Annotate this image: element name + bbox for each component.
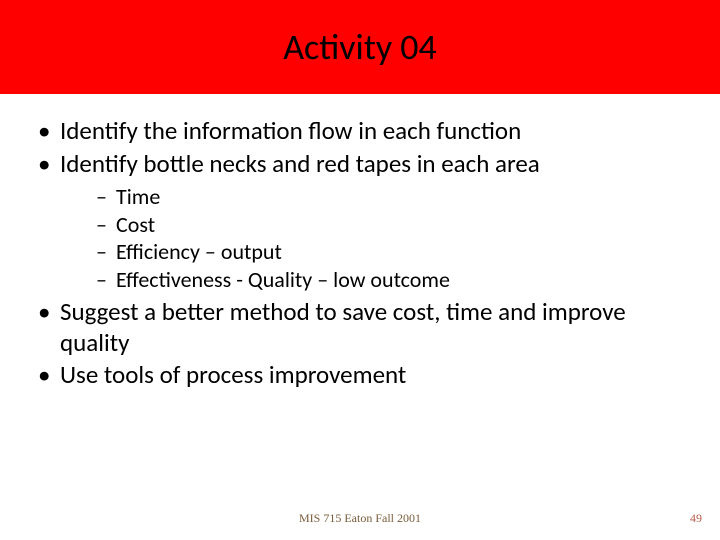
sub-bullet-item: Effectiveness - Quality – low outcome	[96, 266, 700, 294]
slide-title: Activity 04	[283, 25, 437, 69]
footer-text: MIS 715 Eaton Fall 2001	[0, 511, 720, 526]
slide-body: Identify the information flow in each fu…	[20, 116, 700, 393]
bullet-list: Identify the information flow in each fu…	[20, 116, 700, 391]
slide: Activity 04 Identify the information flo…	[0, 0, 720, 540]
bullet-item: Suggest a better method to save cost, ti…	[38, 297, 700, 358]
bullet-text: Identify bottle necks and red tapes in e…	[60, 148, 540, 179]
bullet-item: Identify the information flow in each fu…	[38, 116, 700, 147]
page-number: 49	[690, 511, 702, 526]
title-bar: Activity 04	[0, 0, 720, 94]
sub-bullet-item: Cost	[96, 211, 700, 239]
sub-bullet-item: Efficiency – output	[96, 238, 700, 266]
bullet-item: Use tools of process improvement	[38, 360, 700, 391]
sub-bullet-list: Time Cost Efficiency – output Effectiven…	[60, 183, 700, 293]
bullet-item: Identify bottle necks and red tapes in e…	[38, 149, 700, 294]
sub-bullet-item: Time	[96, 183, 700, 211]
